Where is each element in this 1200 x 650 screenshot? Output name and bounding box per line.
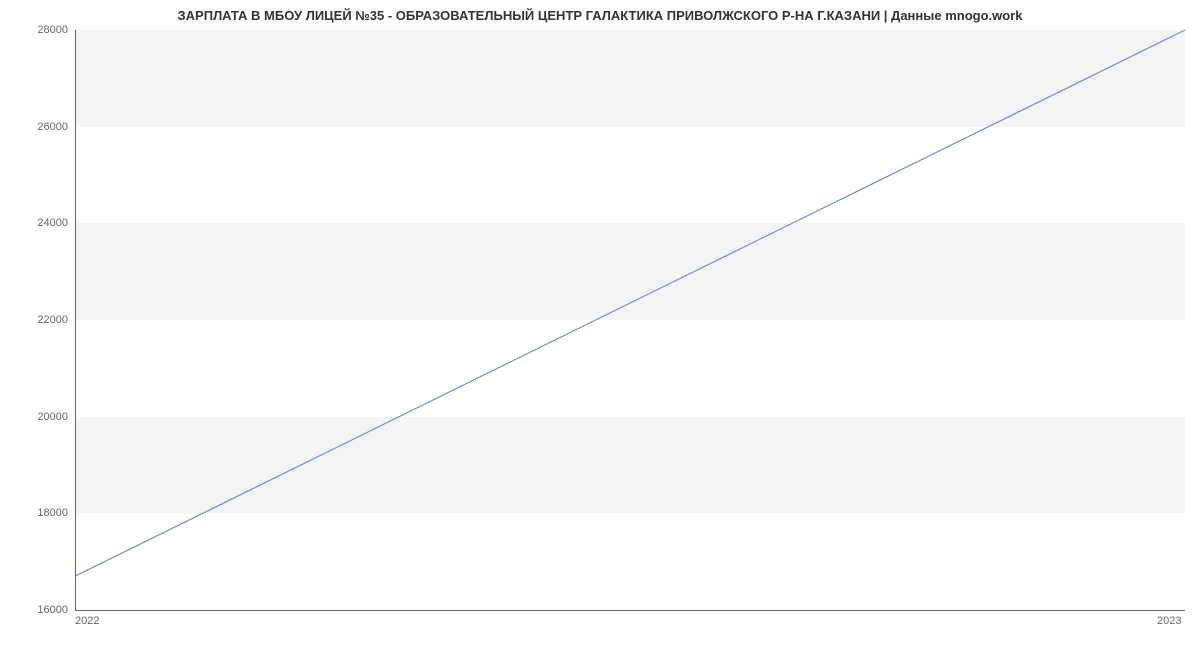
chart-title: ЗАРПЛАТА В МБОУ ЛИЦЕЙ №35 - ОБРАЗОВАТЕЛЬ… [0,8,1200,23]
salary-chart: ЗАРПЛАТА В МБОУ ЛИЦЕЙ №35 - ОБРАЗОВАТЕЛЬ… [0,0,1200,650]
y-tick-label: 22000 [8,314,68,326]
x-axis-line [75,610,1185,611]
line-layer [75,30,1185,610]
y-tick-label: 16000 [8,604,68,616]
y-tick-label: 28000 [8,24,68,36]
y-tick-label: 20000 [8,411,68,423]
y-tick-label: 24000 [8,217,68,229]
y-tick-label: 18000 [8,507,68,519]
x-tick-label: 2023 [1157,615,1181,627]
x-tick-label: 2022 [75,615,99,627]
series-line [75,30,1185,576]
y-tick-label: 26000 [8,121,68,133]
